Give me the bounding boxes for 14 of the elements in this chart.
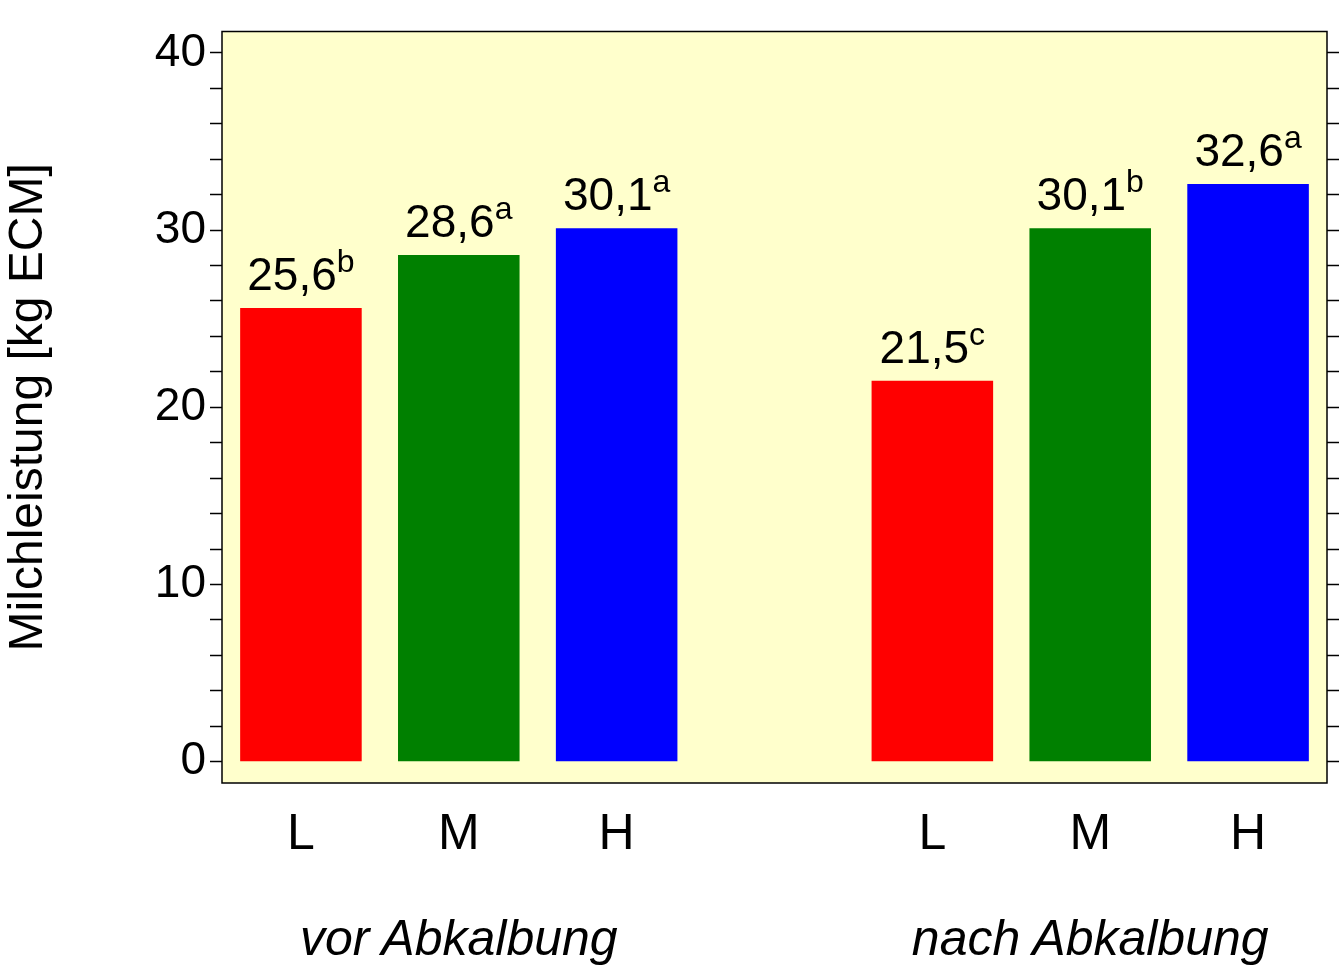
y-tick-label: 20	[154, 377, 206, 430]
text: nach Abkalbung	[911, 910, 1269, 965]
y-tick-label: 30	[154, 200, 206, 253]
x-tick-label: L	[287, 803, 315, 860]
y-axis-title: Milchleistung [kg ECM]	[0, 163, 53, 652]
y-tick-label: 10	[154, 555, 206, 608]
x-tick-label: M	[1069, 803, 1112, 860]
y-tick-label: 0	[180, 732, 206, 785]
x-tick-label: L	[918, 803, 947, 860]
x-tick-label: H	[598, 803, 635, 860]
y-tick-label: 40	[154, 23, 206, 76]
x-tick-label: H	[1230, 803, 1267, 860]
text: vor Abkalbung	[299, 910, 618, 965]
x-tick-label: M	[437, 803, 480, 860]
